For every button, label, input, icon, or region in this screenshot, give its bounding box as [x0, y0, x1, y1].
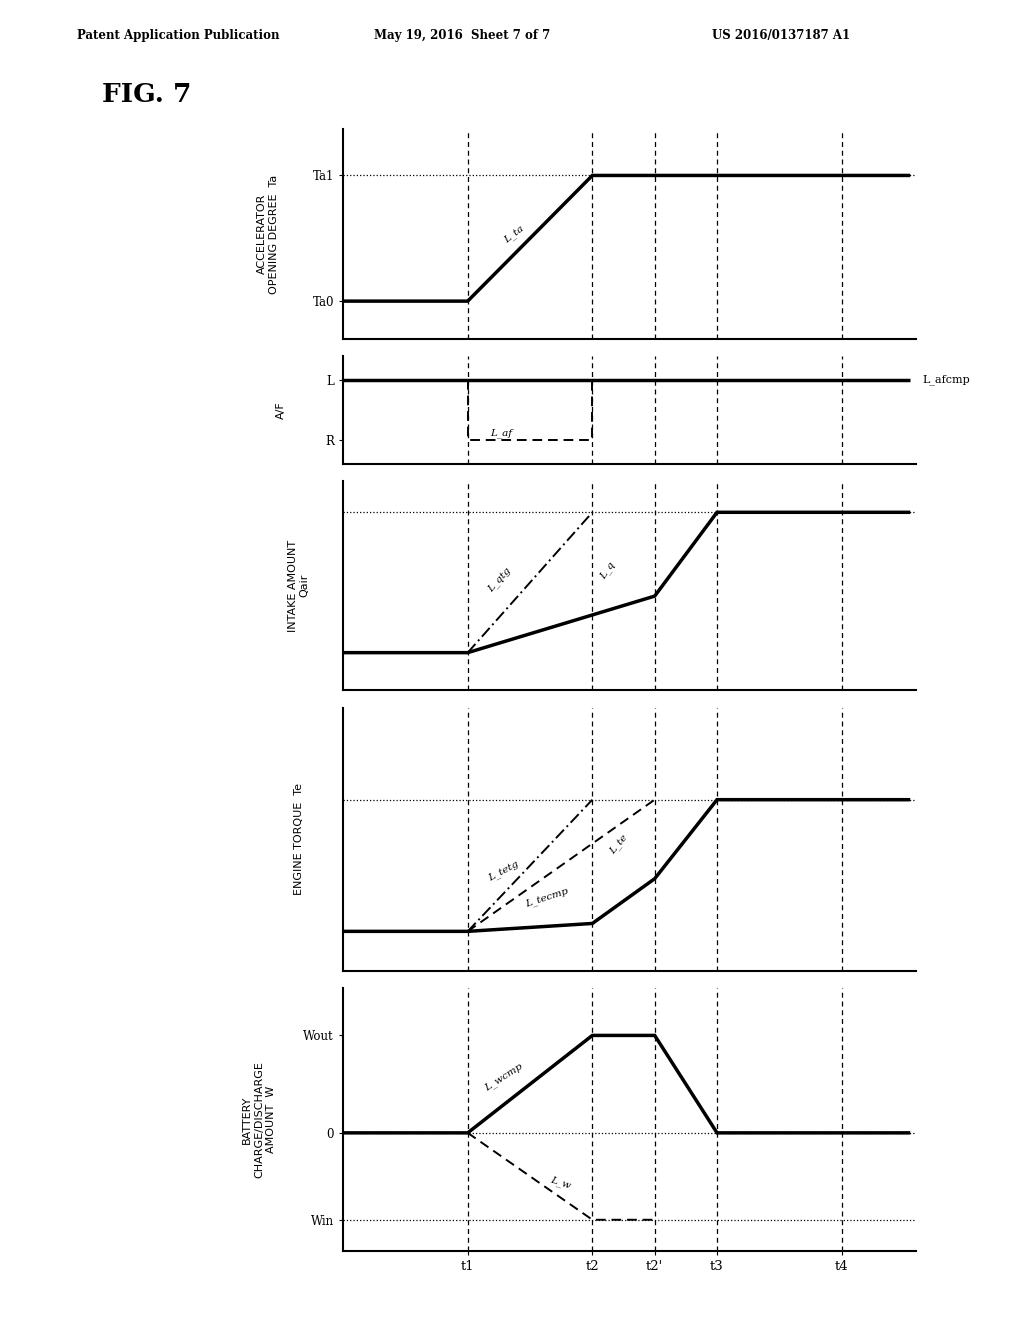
- Text: L_tetg: L_tetg: [486, 859, 520, 883]
- Y-axis label: BATTERY
CHARGE/DISCHARGE
AMOUNT  W: BATTERY CHARGE/DISCHARGE AMOUNT W: [243, 1061, 275, 1179]
- Text: May 19, 2016  Sheet 7 of 7: May 19, 2016 Sheet 7 of 7: [374, 29, 550, 42]
- Text: L_tecmp: L_tecmp: [524, 886, 569, 908]
- Text: L_te: L_te: [607, 833, 629, 857]
- Text: L_w: L_w: [549, 1175, 571, 1191]
- Text: US 2016/0137187 A1: US 2016/0137187 A1: [712, 29, 850, 42]
- Text: L_qtg: L_qtg: [486, 565, 513, 594]
- Text: L_af: L_af: [490, 428, 512, 438]
- Y-axis label: ENGINE TORQUE  Te: ENGINE TORQUE Te: [294, 783, 303, 895]
- Text: FIG. 7: FIG. 7: [102, 82, 191, 107]
- Y-axis label: ACCELERATOR
OPENING DEGREE  Ta: ACCELERATOR OPENING DEGREE Ta: [257, 174, 279, 294]
- Y-axis label: INTAKE AMOUNT
Qair: INTAKE AMOUNT Qair: [288, 540, 309, 632]
- Text: Patent Application Publication: Patent Application Publication: [77, 29, 280, 42]
- Text: L_afcmp: L_afcmp: [923, 375, 971, 385]
- Text: L_ta: L_ta: [503, 223, 526, 244]
- Y-axis label: A/F: A/F: [275, 401, 286, 418]
- Text: L_q: L_q: [599, 561, 617, 581]
- Text: L_wcmp: L_wcmp: [482, 1061, 524, 1093]
